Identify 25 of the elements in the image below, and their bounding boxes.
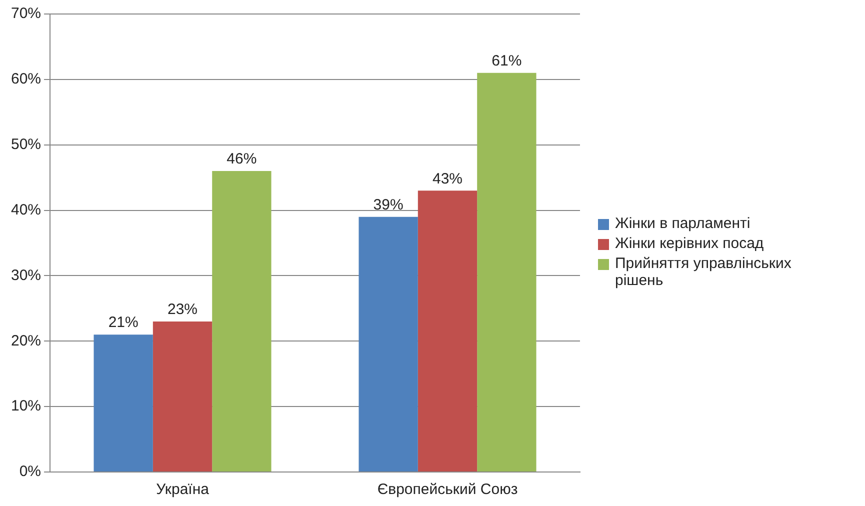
y-tick-label: 60%: [10, 70, 42, 88]
y-tick-label: 30%: [10, 266, 42, 284]
y-tick-label: 70%: [10, 5, 42, 22]
x-tick-label: Україна: [156, 481, 210, 498]
data-label: 39%: [373, 196, 404, 214]
legend-label: Прийняття управлінських рішень: [615, 255, 792, 289]
legend-label: Жінки керівних посад: [615, 235, 764, 252]
data-label: 21%: [108, 314, 138, 332]
bar: [212, 171, 272, 472]
y-tick-label: 10%: [10, 398, 42, 415]
y-tick-label: 20%: [10, 332, 42, 350]
y-tick-label: 50%: [10, 136, 42, 153]
bar: [418, 190, 478, 472]
bar: [477, 72, 536, 472]
bar: [358, 216, 418, 472]
data-label: 23%: [168, 301, 198, 318]
data-label: 46%: [226, 150, 257, 168]
data-label: 43%: [432, 170, 463, 188]
data-label: 61%: [492, 52, 522, 70]
y-tick-label: 40%: [10, 201, 42, 218]
bar: [94, 334, 153, 472]
x-tick-label: Європейський Союз: [377, 481, 518, 498]
legend-label: Жінки в парламенті: [615, 215, 750, 232]
bar: [152, 322, 212, 472]
y-tick-label: 0%: [19, 463, 42, 480]
